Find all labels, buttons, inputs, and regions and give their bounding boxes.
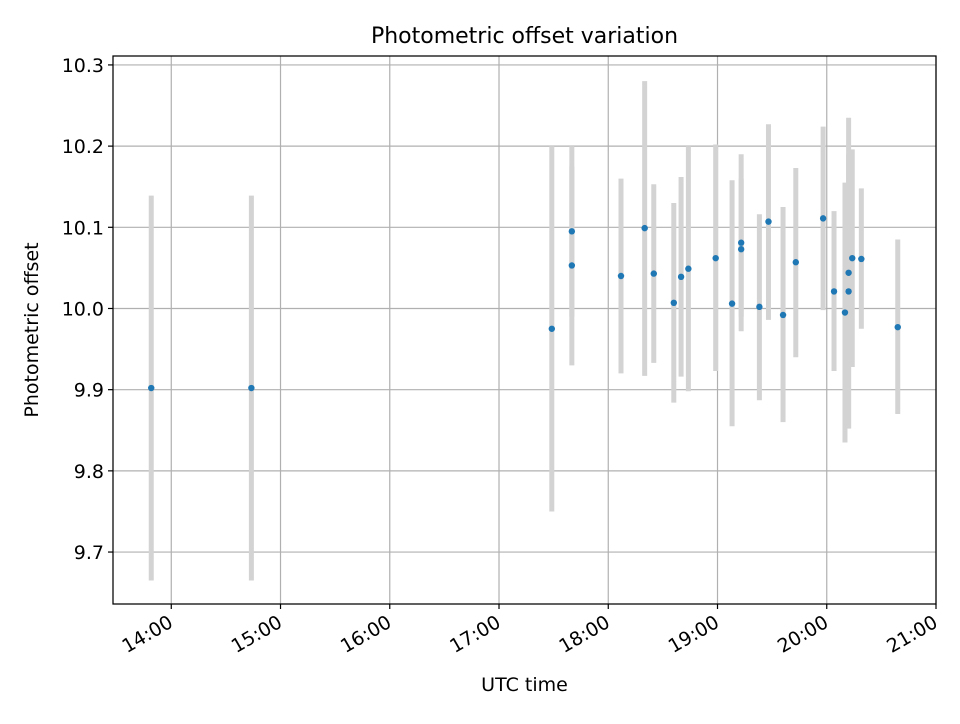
y-tick-label: 9.7 xyxy=(74,542,104,564)
data-point xyxy=(548,325,556,332)
data-point xyxy=(568,228,576,235)
y-tick-label: 10.3 xyxy=(62,55,104,77)
data-point xyxy=(845,269,852,276)
data-point xyxy=(641,224,648,232)
data-point xyxy=(830,288,838,295)
data-point xyxy=(894,323,901,331)
data-point xyxy=(737,239,745,246)
y-tick-label: 10.2 xyxy=(62,136,104,158)
y-axis: 9.7 9.8 9.9 10.0 10.1 10.2 10.3 xyxy=(62,55,113,564)
y-axis-label: Photometric offset xyxy=(21,242,43,417)
data-point xyxy=(792,259,799,266)
data-point xyxy=(248,384,255,392)
data-point xyxy=(677,273,685,281)
y-tick-label: 10.1 xyxy=(62,217,104,239)
data-points xyxy=(148,215,901,392)
data-point xyxy=(728,300,736,307)
data-point xyxy=(819,215,827,222)
data-point xyxy=(756,303,763,311)
y-tick-label: 9.8 xyxy=(74,461,104,483)
data-point xyxy=(712,254,719,262)
chart-title: Photometric offset variation xyxy=(371,24,678,49)
data-point xyxy=(670,299,678,307)
data-point xyxy=(685,265,692,272)
data-point xyxy=(650,270,657,277)
data-point xyxy=(845,288,852,295)
y-tick-label: 10.0 xyxy=(62,298,104,320)
data-point xyxy=(617,272,625,280)
data-point xyxy=(858,255,865,263)
y-tick-label: 9.9 xyxy=(74,380,104,402)
data-point xyxy=(779,311,787,319)
x-axis-label: UTC time xyxy=(481,674,568,696)
data-point xyxy=(841,309,849,316)
data-point xyxy=(148,384,155,392)
data-point xyxy=(765,218,772,225)
data-point xyxy=(737,246,745,253)
data-point xyxy=(568,262,576,269)
plot-frame xyxy=(112,55,937,605)
data-point xyxy=(849,254,856,262)
